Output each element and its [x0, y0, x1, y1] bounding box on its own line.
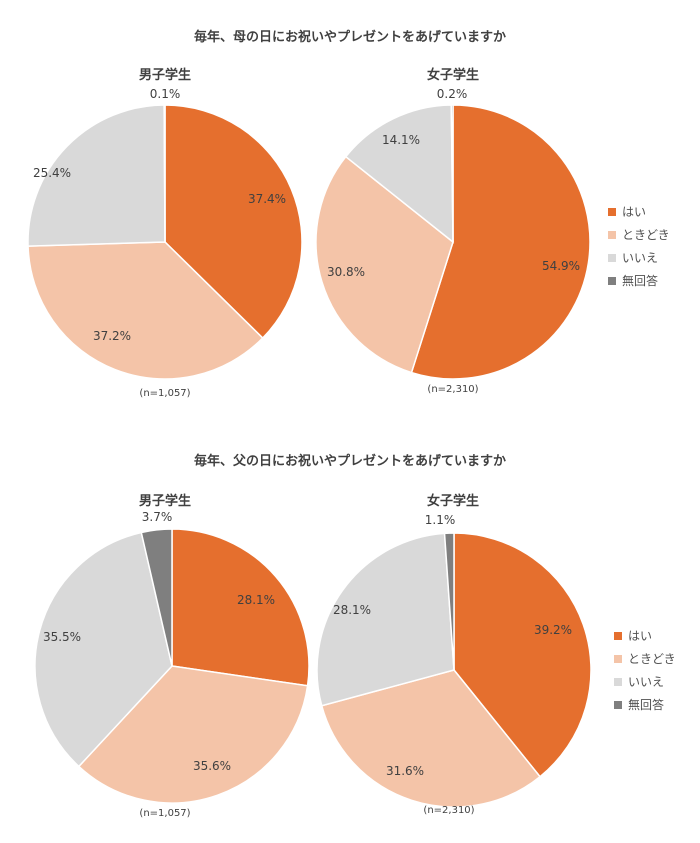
pie-slice-sometimes: [315, 155, 454, 374]
legend-swatch: [608, 253, 616, 262]
pie-slice-no-answer: [140, 528, 173, 667]
pie-slice-yes: [164, 104, 303, 340]
pie-title-mother-male: 男子学生: [138, 68, 191, 83]
pie-slice-yes: [410, 104, 591, 380]
pie-slice-no-answer: [443, 532, 455, 671]
legend-item-no: いいえ: [614, 670, 676, 693]
legend-label: ときどき: [628, 652, 676, 666]
data-label-sometimes: 37.2%: [93, 329, 131, 343]
legend-item-yes: はい: [608, 200, 670, 223]
pie-slice-no-answer: [450, 104, 454, 243]
legend-swatch: [608, 207, 616, 216]
pie-slice-sometimes: [77, 665, 309, 804]
data-label-sometimes: 30.8%: [327, 265, 365, 279]
legend-label: ときどき: [622, 228, 670, 242]
legend-swatch: [608, 230, 616, 239]
data-label-no-answer: 0.2%: [437, 87, 468, 101]
data-label-no: 35.5%: [43, 630, 81, 644]
data-label-sometimes: 31.6%: [386, 764, 424, 778]
pie-slice-no: [34, 531, 173, 768]
data-label-yes: 37.4%: [248, 192, 286, 206]
pie-slice-no: [27, 104, 166, 247]
data-label-no-answer: 3.7%: [142, 510, 173, 524]
pie-slice-no-answer: [163, 104, 166, 243]
pie-slice-no: [316, 532, 455, 707]
legend-label: いいえ: [622, 251, 659, 265]
legend-label: はい: [628, 629, 653, 643]
legend-mother: はい ときどき いいえ 無回答: [608, 200, 670, 292]
data-label-no-answer: 0.1%: [150, 87, 181, 101]
legend-item-no-answer: 無回答: [614, 693, 676, 716]
data-label-no-answer: 1.1%: [425, 513, 456, 527]
n-label-mother-female: (n=2,310): [427, 384, 479, 395]
pie-slice-no: [344, 104, 454, 244]
legend-swatch: [614, 654, 622, 663]
data-label-no: 14.1%: [382, 133, 420, 147]
legend-label: 無回答: [628, 698, 665, 712]
data-label-sometimes: 35.6%: [193, 759, 231, 773]
legend-item-sometimes: ときどき: [608, 223, 670, 246]
legend-item-yes: はい: [614, 624, 676, 647]
n-label-mother-male: (n=1,057): [139, 388, 191, 399]
pie-title-mother-female: 女子学生: [426, 68, 479, 83]
n-label-father-female: (n=2,310): [423, 805, 475, 816]
pie-slice-sometimes: [320, 669, 542, 808]
data-label-yes: 54.9%: [542, 259, 580, 273]
pie-slice-sometimes: [27, 241, 264, 380]
legend-swatch: [608, 276, 616, 285]
legend-label: 無回答: [622, 274, 659, 288]
legend-swatch: [614, 631, 622, 640]
data-label-no: 25.4%: [33, 166, 71, 180]
legend-father: はい ときどき いいえ 無回答: [614, 624, 676, 716]
n-label-father-male: (n=1,057): [139, 808, 191, 819]
data-label-yes: 39.2%: [534, 623, 572, 637]
legend-item-sometimes: ときどき: [614, 647, 676, 670]
pie-title-father-male: 男子学生: [138, 494, 191, 509]
legend-item-no-answer: 無回答: [608, 269, 670, 292]
legend-swatch: [614, 700, 622, 709]
mother-day-chart-title: 毎年、母の日にお祝いやプレゼントをあげていますか: [193, 30, 506, 45]
legend-item-no: いいえ: [608, 246, 670, 269]
data-label-yes: 28.1%: [237, 593, 275, 607]
pie-slice-yes: [171, 528, 310, 687]
pie-slice-yes: [453, 532, 592, 778]
legend-label: はい: [622, 205, 647, 219]
legend-swatch: [614, 677, 622, 686]
father-day-chart-title: 毎年、父の日にお祝いやプレゼントをあげていますか: [193, 454, 506, 469]
data-label-no: 28.1%: [333, 603, 371, 617]
pie-title-father-female: 女子学生: [426, 494, 479, 509]
legend-label: いいえ: [628, 675, 665, 689]
